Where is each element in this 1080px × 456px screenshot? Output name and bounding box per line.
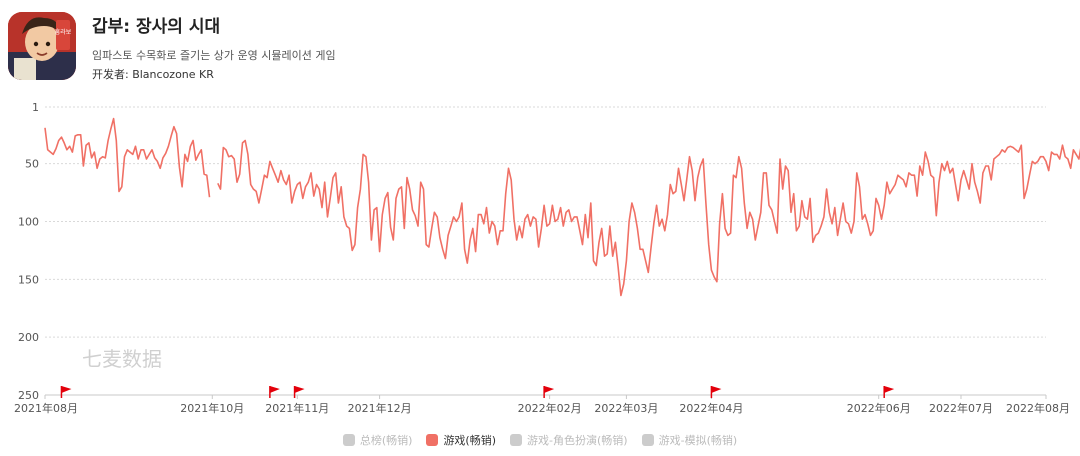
legend-item[interactable]: 总榜(畅销) — [342, 432, 413, 448]
x-axis: 2021年08月 2021年10月 2021年11月 2021年12月 2022年02月… — [14, 395, 1070, 415]
event-flags — [60, 386, 895, 398]
series-line — [217, 139, 1080, 297]
x-tick-label: 2021年10月 — [180, 401, 244, 415]
x-tick-label: 2022年08月 — [1006, 401, 1070, 415]
app-title: 갑부: 장사의 시대 — [92, 17, 221, 37]
event-flag[interactable] — [60, 386, 72, 398]
x-tick-label: 2022年03月 — [594, 401, 658, 415]
app-subtitle: 임파스토 수목화로 즐기는 상가 운영 시뮬레이션 게임 — [92, 49, 336, 62]
y-tick-label: 200 — [18, 331, 39, 344]
x-tick-label: 2022年07月 — [929, 401, 993, 415]
app-icon-label: 흥라보 — [55, 28, 72, 36]
x-tick-label: 2021年11月 — [265, 401, 329, 415]
watermark: 七麦数据 — [82, 347, 162, 371]
legend-label: 总榜(畅销) — [359, 434, 413, 447]
app-header: 흥라보 갑부: 장사의 시대 임파스토 수목화로 즐기는 상가 운영 시뮬레이션… — [8, 10, 1068, 86]
y-tick-label: 150 — [18, 273, 39, 286]
y-tick-label: 50 — [25, 158, 39, 171]
y-tick-label: 1 — [32, 101, 39, 114]
event-flag[interactable] — [543, 386, 555, 398]
x-tick-label: 2022年06月 — [847, 401, 911, 415]
event-flag[interactable] — [269, 386, 280, 398]
x-tick-label: 2021年08月 — [14, 401, 78, 415]
event-flag[interactable] — [710, 386, 722, 398]
legend-swatch — [641, 434, 654, 446]
legend-label: 游戏-角色扮演(畅销) — [527, 434, 628, 447]
y-tick-label: 100 — [18, 216, 39, 229]
x-tick-label: 2021年12月 — [348, 401, 412, 415]
app-icon-art: 흥라보 — [8, 12, 76, 80]
event-flag[interactable] — [883, 386, 895, 398]
series-layer — [44, 117, 1080, 297]
legend-item[interactable]: 游戏(畅销) — [426, 432, 496, 448]
x-tick-label: 2022年02月 — [518, 401, 582, 415]
app-developer: 开发者: Blancozone KR — [92, 68, 214, 81]
legend-item[interactable]: 游戏-角色扮演(畅销) — [510, 432, 628, 448]
series-line — [44, 117, 211, 198]
legend-label: 游戏(畅销) — [443, 434, 497, 447]
legend-swatch — [510, 434, 523, 446]
legend-label: 游戏-模拟(畅销) — [658, 434, 738, 447]
legend-item[interactable]: 游戏-模拟(畅销) — [641, 432, 738, 448]
event-flag[interactable] — [293, 386, 305, 398]
legend-swatch — [342, 434, 355, 446]
y-tick-label: 250 — [18, 389, 39, 402]
app-icon[interactable]: 흥라보 — [8, 12, 76, 80]
legend-swatch — [426, 434, 439, 446]
ranking-chart: 1 50 100 150 200 250 2021年08月 2021年10月 2021年11月… — [0, 90, 1080, 426]
x-tick-label: 2022年04月 — [679, 401, 743, 415]
chart-legend: 总榜(畅销) 游戏(畅销) 游戏-角色扮演(畅销) 游戏-模拟(畅销) — [0, 432, 1080, 452]
